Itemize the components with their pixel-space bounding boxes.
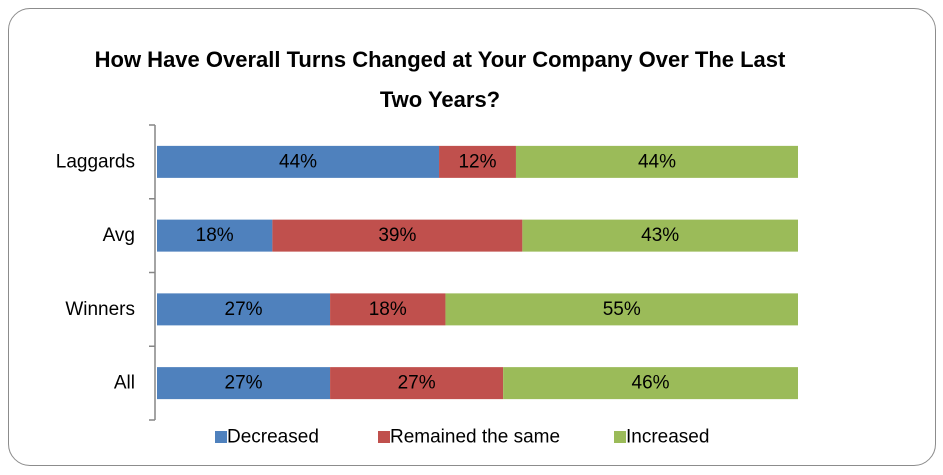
data-label: 44% <box>638 151 676 172</box>
data-label: 18% <box>369 299 407 320</box>
y-tick-label: Laggards <box>56 151 135 172</box>
data-label: 39% <box>378 225 416 246</box>
data-label: 12% <box>458 151 496 172</box>
data-label: 27% <box>225 299 263 320</box>
bar-segment <box>445 293 798 326</box>
legend-label: Decreased <box>227 427 319 448</box>
y-tick-label: Winners <box>65 299 135 320</box>
bar-segment <box>157 367 331 400</box>
bar-segment <box>503 367 798 400</box>
bar-segment <box>330 293 446 326</box>
data-label: 55% <box>603 299 641 320</box>
data-label: 27% <box>398 373 436 394</box>
bar-segment <box>439 145 516 178</box>
bar-segment <box>272 219 523 252</box>
chart-title: How Have Overall Turns Changed at Your C… <box>94 47 786 112</box>
legend-swatch <box>378 431 390 443</box>
bar-segment <box>522 219 798 252</box>
data-label: 43% <box>641 225 679 246</box>
data-label: 27% <box>225 373 263 394</box>
legend-label: Remained the same <box>390 427 560 448</box>
legend-label: Increased <box>626 427 709 448</box>
y-tick-label: Avg <box>103 225 135 246</box>
legend-swatch <box>614 431 626 443</box>
y-tick-label: All <box>114 373 135 394</box>
bar-segment <box>157 145 440 178</box>
bar-segment <box>157 219 273 252</box>
data-label: 44% <box>279 151 317 172</box>
chart-frame <box>8 8 936 466</box>
legend-swatch <box>215 431 227 443</box>
data-label: 46% <box>632 373 670 394</box>
bar-segment <box>330 367 504 400</box>
data-label: 18% <box>196 225 234 246</box>
bar-segment <box>157 293 331 326</box>
bar-segment <box>515 145 798 178</box>
